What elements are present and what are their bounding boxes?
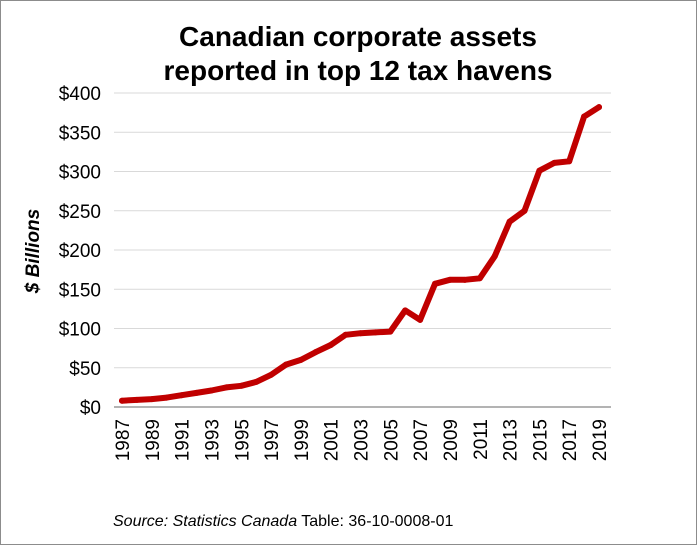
data-point	[193, 389, 200, 396]
x-tick-label: 2017	[560, 419, 581, 461]
data-point	[342, 331, 349, 338]
data-point	[491, 253, 498, 260]
x-tick-label: 1993	[202, 419, 223, 461]
source-italic: Source: Statistics Canada	[113, 513, 297, 530]
data-point	[297, 356, 304, 363]
data-point	[327, 341, 334, 348]
source-table-id: Table: 36-10-0008-01	[297, 513, 453, 530]
x-tick-label: 1997	[262, 419, 283, 461]
data-point	[476, 275, 483, 282]
x-tick-label: 2019	[590, 419, 611, 461]
data-point	[551, 159, 558, 166]
data-point	[461, 276, 468, 283]
x-tick-label: 2005	[381, 419, 402, 461]
data-point	[596, 104, 602, 111]
y-tick-label: $150	[59, 280, 101, 301]
source-note: Source: Statistics Canada Table: 36-10-0…	[113, 513, 453, 530]
gridlines	[114, 92, 611, 408]
x-tick-label: 2007	[411, 419, 432, 461]
data-point	[282, 361, 289, 368]
chart-title-line-2: reported in top 12 tax havens	[164, 55, 553, 86]
data-point	[402, 307, 409, 314]
x-tick-label: 2001	[322, 419, 343, 461]
data-point	[357, 330, 364, 337]
x-tick-label: 1999	[292, 419, 313, 461]
series-layer	[119, 104, 602, 404]
data-point	[581, 113, 588, 120]
data-point	[521, 207, 528, 214]
y-axis-label: $ Billions	[23, 209, 44, 294]
data-point	[223, 384, 230, 391]
x-tick-label: 2013	[501, 419, 522, 461]
data-point	[119, 397, 125, 404]
x-tick-label: 1987	[113, 419, 134, 461]
data-point	[536, 167, 543, 174]
y-tick-label: $100	[59, 320, 101, 341]
y-tick-label: $50	[69, 359, 101, 380]
y-tick-label: $0	[80, 398, 101, 419]
data-point	[253, 378, 260, 385]
data-point	[148, 396, 155, 403]
y-tick-label: $300	[59, 163, 101, 184]
x-tick-label: 1995	[232, 419, 253, 461]
x-tick-labels: 1987 1989 1991 1993 1995 1997 1999 2001 2003 2005…	[113, 419, 611, 461]
data-point	[208, 387, 215, 394]
data-point	[432, 280, 439, 287]
x-tick-label: 2009	[441, 419, 462, 461]
x-tick-label: 2015	[530, 419, 551, 461]
data-point	[506, 218, 513, 225]
data-point	[566, 158, 573, 165]
y-tick-labels: $0 $50 $100 $150 $200 $250 $300 $350 $400	[59, 84, 101, 419]
y-tick-label: $400	[59, 84, 101, 105]
y-tick-label: $200	[59, 241, 101, 262]
x-tick-label: 2003	[352, 419, 373, 461]
y-tick-label: $350	[59, 123, 101, 144]
data-point	[312, 349, 319, 356]
x-tick-label: 2011	[471, 419, 492, 460]
data-point	[417, 316, 424, 323]
data-point	[387, 328, 394, 335]
x-tick-label: 1991	[173, 419, 194, 461]
series-line	[119, 104, 602, 404]
data-point	[268, 371, 275, 378]
x-tick-label: 1989	[143, 419, 164, 461]
data-point	[238, 382, 245, 389]
data-point	[133, 396, 140, 403]
y-tick-label: $250	[59, 202, 101, 223]
data-point	[178, 392, 185, 399]
chart-title-line-1: Canadian corporate assets	[179, 21, 537, 52]
data-point	[163, 394, 170, 401]
data-point	[372, 329, 379, 336]
data-point	[446, 276, 453, 283]
